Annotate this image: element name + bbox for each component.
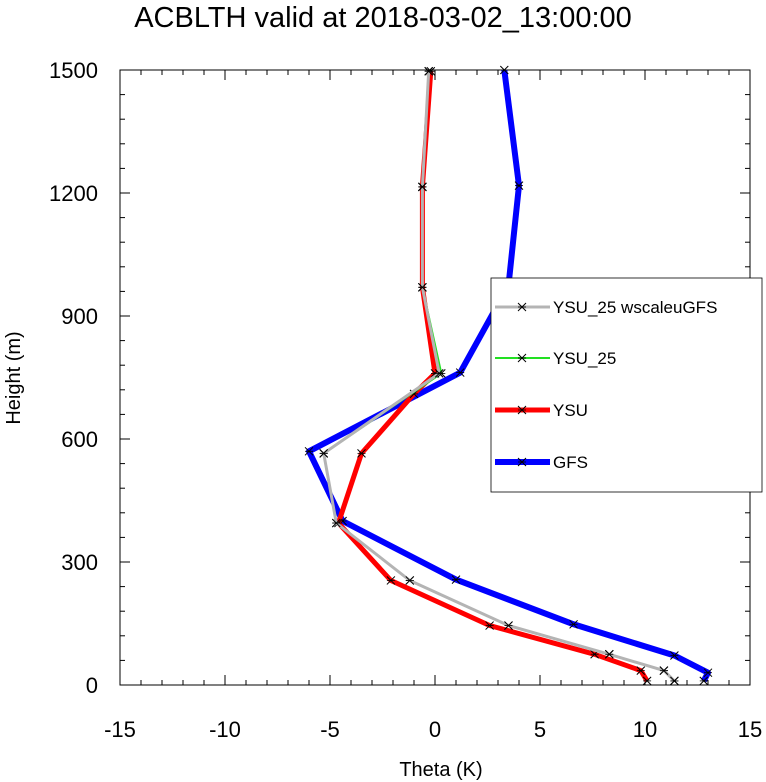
data-point bbox=[604, 649, 614, 659]
legend-label: GFS bbox=[553, 453, 588, 472]
y-tick-label: 1500 bbox=[49, 58, 98, 83]
y-axis-title: Height (m) bbox=[3, 331, 25, 424]
data-point bbox=[514, 181, 524, 190]
data-point bbox=[569, 619, 578, 629]
data-point bbox=[703, 668, 713, 678]
legend-item: YSU_25 bbox=[495, 349, 616, 368]
data-point bbox=[434, 369, 444, 378]
data-point bbox=[418, 282, 427, 292]
data-point bbox=[455, 368, 465, 377]
legend-label: YSU bbox=[553, 401, 588, 420]
data-point bbox=[424, 66, 434, 76]
data-point bbox=[418, 182, 427, 192]
data-point bbox=[405, 576, 415, 585]
x-tick-label: 0 bbox=[429, 717, 441, 742]
legend-marker bbox=[517, 302, 527, 312]
y-tick-label: 600 bbox=[61, 427, 98, 452]
data-point bbox=[670, 651, 679, 660]
y-tick-label: 1200 bbox=[49, 181, 98, 206]
y-tick-label: 0 bbox=[86, 673, 98, 698]
x-tick-label: -10 bbox=[209, 717, 241, 742]
data-point bbox=[499, 65, 509, 75]
legend-box bbox=[490, 277, 763, 493]
x-tick-label: 10 bbox=[633, 717, 657, 742]
data-point bbox=[331, 518, 341, 528]
data-point bbox=[636, 666, 646, 676]
data-point bbox=[357, 448, 366, 458]
legend-item: YSU_25 wscaleuGFS bbox=[495, 298, 717, 317]
data-point bbox=[304, 446, 314, 456]
data-point bbox=[451, 575, 461, 584]
y-tick-label: 300 bbox=[61, 550, 98, 575]
series-ysu-25-wscaleugfs bbox=[319, 66, 679, 686]
legend-label: YSU_25 bbox=[553, 349, 616, 368]
x-axis-title: Theta (K) bbox=[399, 759, 482, 781]
data-point bbox=[504, 621, 513, 630]
data-point bbox=[642, 676, 652, 686]
x-tick-label: 5 bbox=[534, 717, 546, 742]
data-point bbox=[659, 666, 669, 676]
legend-label: YSU_25 wscaleuGFS bbox=[553, 298, 717, 317]
legend: YSU_25 wscaleuGFS YSU_25 YSU GFS bbox=[490, 277, 763, 493]
y-tick-label: 900 bbox=[61, 304, 98, 329]
x-tick-label: 15 bbox=[738, 717, 762, 742]
legend-item: GFS bbox=[495, 453, 588, 472]
data-point bbox=[386, 576, 396, 585]
data-point bbox=[485, 621, 494, 630]
data-point bbox=[319, 448, 329, 458]
legend-marker bbox=[517, 457, 527, 467]
x-tick-label: -15 bbox=[104, 717, 136, 742]
data-point bbox=[670, 676, 679, 686]
legend-marker bbox=[517, 405, 527, 415]
legend-marker bbox=[517, 353, 527, 363]
data-point bbox=[699, 676, 709, 686]
x-tick-label: -5 bbox=[320, 717, 340, 742]
chart-title: ACBLTH valid at 2018-03-02_13:00:00 bbox=[134, 2, 632, 34]
legend-item: YSU bbox=[495, 401, 588, 420]
